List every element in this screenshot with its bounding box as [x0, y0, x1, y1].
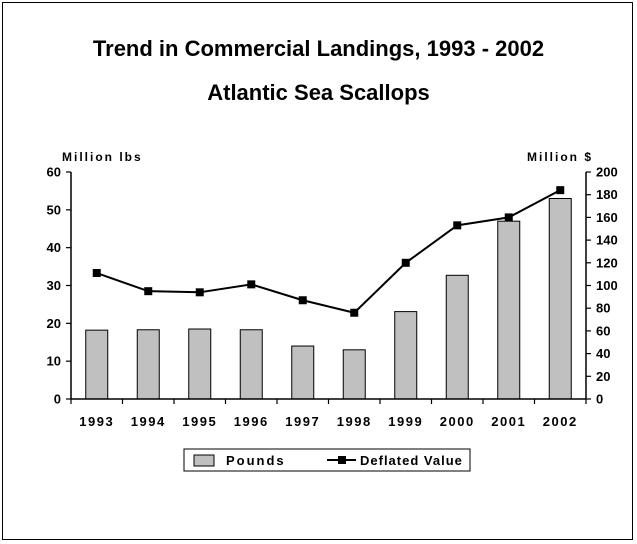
right-tick-label: 160 [596, 210, 618, 225]
x-tick-label: 2000 [440, 414, 475, 429]
line-point [556, 186, 565, 195]
chart-subtitle: Atlantic Sea Scallops [207, 80, 430, 105]
bar [342, 349, 366, 400]
right-tick-label: 180 [596, 187, 618, 202]
legend-swatch-pounds [193, 454, 215, 467]
left-tick-label: 50 [47, 202, 61, 217]
bar [85, 329, 109, 400]
bar [548, 197, 572, 400]
x-tick-label: 1994 [131, 414, 166, 429]
line-point [298, 296, 307, 305]
left-axis-label: Million lbs [62, 150, 143, 164]
legend-label-deflated-value: Deflated Value [360, 453, 463, 468]
right-tick-label: 20 [596, 369, 610, 384]
line-point [504, 213, 513, 222]
x-tick-label: 1997 [285, 414, 320, 429]
x-tick-label: 1995 [182, 414, 217, 429]
legend-marker-deflated-value [338, 456, 346, 464]
x-tick-label: 2002 [543, 414, 578, 429]
line-point [350, 308, 359, 317]
line-point [453, 221, 462, 230]
line-point [401, 258, 410, 267]
chart-title: Trend in Commercial Landings, 1993 - 200… [92, 36, 545, 61]
bar [239, 329, 263, 400]
right-tick-label: 40 [596, 346, 610, 361]
right-tick-label: 200 [596, 165, 618, 180]
line-series-deflated-value [96, 189, 561, 314]
right-tick-label: 0 [596, 392, 603, 407]
right-axis-label: Million $ [527, 150, 593, 164]
x-tick-label: 2001 [491, 414, 526, 429]
bar [497, 220, 521, 400]
right-tick-label: 120 [596, 255, 618, 270]
left-tick-label: 40 [47, 240, 61, 255]
left-tick-label: 30 [47, 278, 61, 293]
line-point [195, 288, 204, 297]
x-tick-label: 1998 [337, 414, 372, 429]
bar [445, 274, 469, 400]
legend-label-pounds: Pounds [226, 453, 286, 468]
x-tick-label: 1996 [234, 414, 269, 429]
right-tick-label: 60 [596, 323, 610, 338]
line-point [247, 280, 256, 289]
bar [394, 311, 418, 400]
bar [291, 345, 315, 400]
x-tick-label: 1993 [79, 414, 114, 429]
left-tick-label: 60 [47, 165, 61, 180]
left-tick-label: 10 [47, 354, 61, 369]
line-point [92, 269, 101, 278]
bar [188, 328, 212, 400]
left-tick-label: 0 [54, 392, 61, 407]
right-tick-label: 80 [596, 301, 610, 316]
left-tick-label: 20 [47, 316, 61, 331]
right-tick-label: 140 [596, 233, 618, 248]
right-tick-label: 100 [596, 278, 618, 293]
x-tick-label: 1999 [388, 414, 423, 429]
line-point [144, 287, 153, 296]
bar [136, 329, 160, 400]
